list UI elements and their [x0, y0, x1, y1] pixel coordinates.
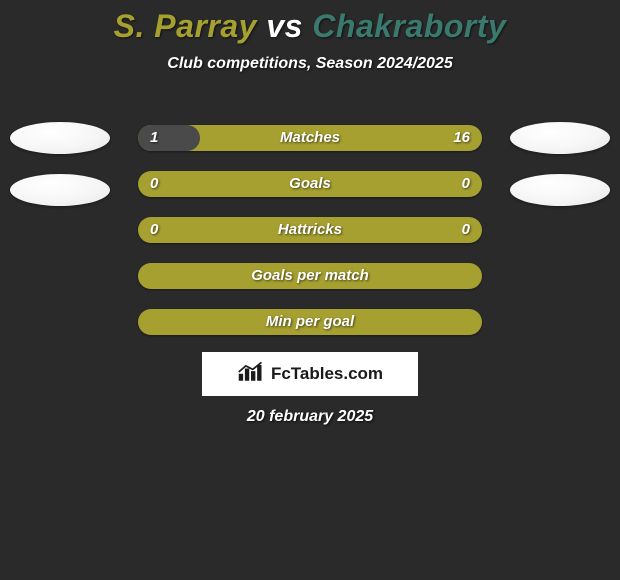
- bar-chart-icon: [237, 361, 265, 388]
- stats-list: Matches116Goals00Hattricks00Goals per ma…: [138, 125, 482, 355]
- stat-label: Matches: [138, 125, 482, 151]
- branding-badge[interactable]: FcTables.com: [202, 352, 418, 396]
- stat-row: Hattricks0 0: [138, 217, 482, 243]
- stat-row: Goals per match: [138, 263, 482, 289]
- vs-separator: vs: [266, 8, 303, 44]
- stat-row: Min per goal: [138, 309, 482, 335]
- stat-row: Matches1 16: [138, 125, 482, 151]
- player1-name: S. Parray: [114, 8, 257, 44]
- player2-avatar-row1: [510, 122, 610, 154]
- stat-value-left: 0: [150, 171, 158, 197]
- player1-avatar-row2: [10, 174, 110, 206]
- stat-value-right: 16: [453, 125, 470, 151]
- stat-value-left: 0: [150, 217, 158, 243]
- subtitle: Club competitions, Season 2024/2025: [0, 55, 620, 73]
- stat-value-right: 0: [462, 171, 470, 197]
- player2-name: Chakraborty: [312, 8, 506, 44]
- stat-label: Goals: [138, 171, 482, 197]
- player1-avatar-row1: [10, 122, 110, 154]
- stat-value-right: 0: [462, 217, 470, 243]
- stat-label: Hattricks: [138, 217, 482, 243]
- date-label: 20 february 2025: [0, 408, 620, 426]
- player2-avatar-row2: [510, 174, 610, 206]
- stat-row: Goals0 0: [138, 171, 482, 197]
- comparison-card: S. Parray vs Chakraborty Club competitio…: [0, 0, 620, 580]
- stat-label: Goals per match: [138, 263, 482, 289]
- stat-label: Min per goal: [138, 309, 482, 335]
- page-title: S. Parray vs Chakraborty: [0, 0, 620, 45]
- branding-text: FcTables.com: [271, 364, 383, 384]
- stat-value-left: 1: [150, 125, 158, 151]
